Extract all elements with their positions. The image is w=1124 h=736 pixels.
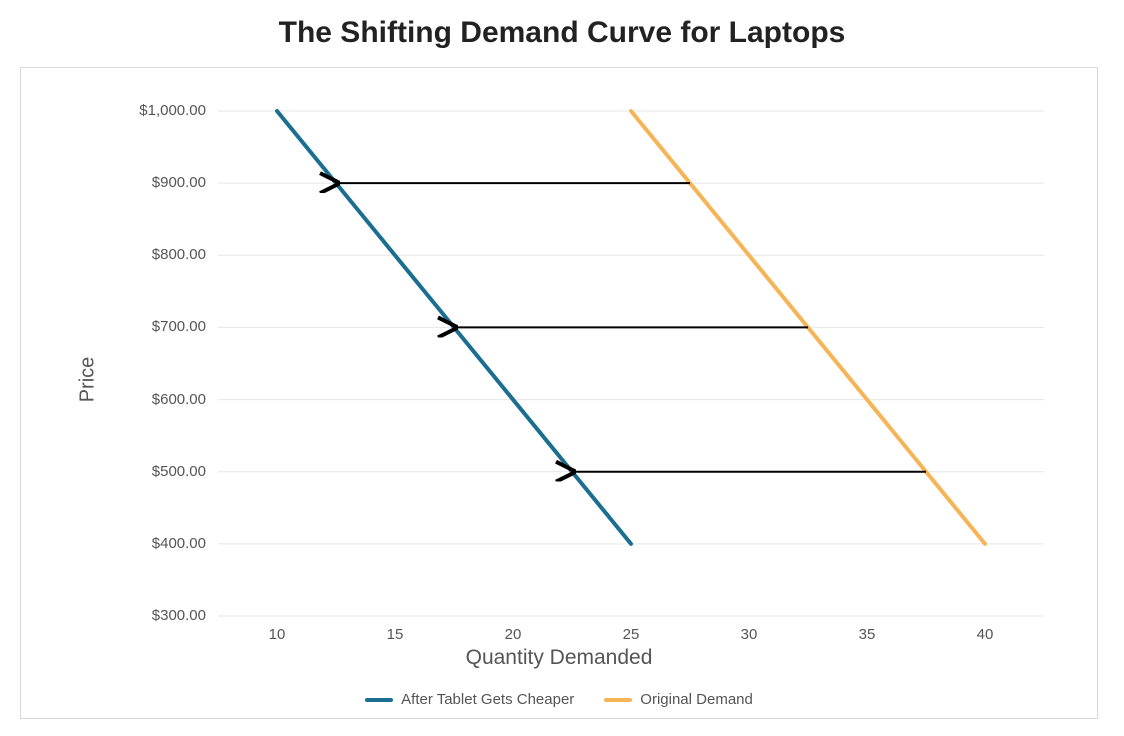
x-axis-title: Quantity Demanded (21, 646, 1097, 670)
chart-frame: Price Quantity Demanded $300.00 $400.00 $5… (20, 67, 1098, 719)
legend-item-after: After Tablet Gets Cheaper (365, 691, 574, 708)
y-tick-label: $700.00 (152, 318, 206, 335)
y-tick-label: $800.00 (152, 246, 206, 263)
x-tick-label: 30 (737, 626, 761, 643)
legend-label-original: Original Demand (640, 691, 753, 708)
x-tick-label: 25 (619, 626, 643, 643)
y-tick-label: $300.00 (152, 607, 206, 624)
legend: After Tablet Gets Cheaper Original Deman… (21, 691, 1097, 708)
y-tick-label: $400.00 (152, 535, 206, 552)
y-tick-label: $500.00 (152, 463, 206, 480)
page-root: The Shifting Demand Curve for Laptops Pr… (0, 0, 1124, 736)
y-tick-label: $1,000.00 (139, 102, 206, 119)
x-tick-label: 40 (973, 626, 997, 643)
legend-item-original: Original Demand (604, 691, 753, 708)
x-tick-label: 10 (265, 626, 289, 643)
y-axis-title: Price (76, 357, 99, 403)
x-tick-label: 35 (855, 626, 879, 643)
legend-swatch-original (604, 698, 632, 702)
chart-title: The Shifting Demand Curve for Laptops (0, 16, 1124, 50)
x-tick-label: 15 (383, 626, 407, 643)
y-tick-label: $600.00 (152, 391, 206, 408)
legend-swatch-after (365, 698, 393, 702)
x-tick-label: 20 (501, 626, 525, 643)
y-tick-label: $900.00 (152, 174, 206, 191)
legend-label-after: After Tablet Gets Cheaper (401, 691, 574, 708)
